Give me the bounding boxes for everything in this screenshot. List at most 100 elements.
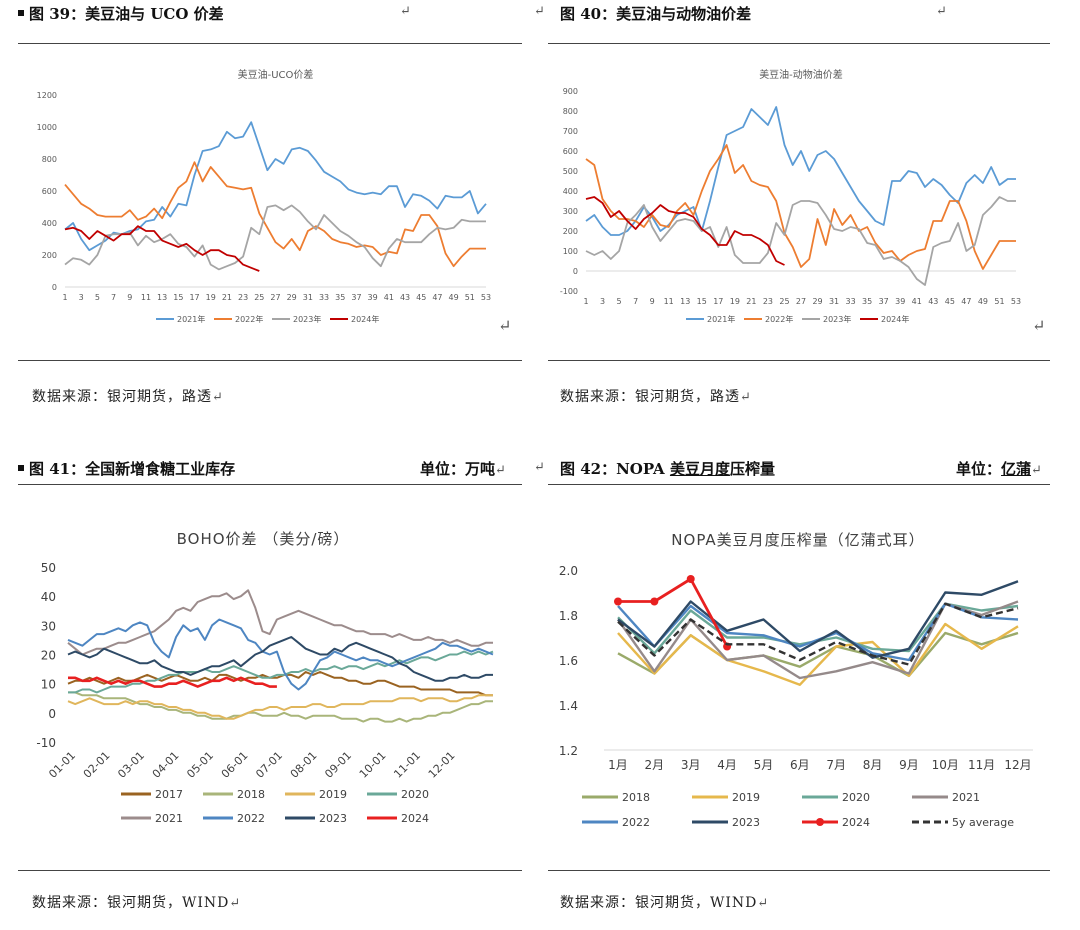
x-tick-label: 43 — [928, 297, 938, 306]
figure-41-source: 数据来源：银河期货，WIND↵ — [32, 895, 242, 911]
x-tick-label: 12月 — [1004, 758, 1031, 772]
series-line-2024年 — [64, 225, 260, 272]
legend-label: 2024年 — [881, 314, 909, 324]
legend-label: 2018 — [237, 788, 265, 801]
series-line-2017 — [67, 671, 493, 697]
x-tick-label: 5 — [617, 297, 622, 306]
x-tick-label: 06-01 — [219, 749, 251, 781]
x-tick-label: 37 — [351, 293, 361, 302]
x-tick-label: 35 — [862, 297, 872, 306]
figure-39-source: 数据来源：银河期货，路透↵ — [32, 389, 224, 405]
y-tick-label: 1.4 — [559, 699, 578, 713]
return-mark: ↵ — [400, 4, 411, 19]
divider — [18, 870, 522, 871]
y-tick-label: -100 — [560, 287, 578, 296]
x-tick-label: 39 — [368, 293, 378, 302]
x-tick-label: 2月 — [645, 758, 665, 772]
y-tick-label: 100 — [563, 247, 578, 256]
x-tick-label: 23 — [238, 293, 248, 302]
x-tick-label: 19 — [730, 297, 740, 306]
y-tick-label: 300 — [563, 207, 578, 216]
figure-42-unit: 单位：亿蒲↵ — [956, 460, 1042, 478]
figure-39-title: 图 39：美豆油与 UCO 价差 — [18, 3, 224, 24]
series-line-2020 — [617, 602, 1019, 655]
x-tick-label: 51 — [994, 297, 1004, 306]
x-tick-label: 27 — [270, 293, 280, 302]
y-tick-label: 800 — [563, 107, 578, 116]
legend-label: 2017 — [155, 788, 183, 801]
series-line-2023 — [617, 580, 1019, 659]
x-tick-label: 27 — [796, 297, 806, 306]
x-tick-label: 8月 — [863, 758, 883, 772]
x-tick-label: 19 — [206, 293, 216, 302]
data-point-2024 — [650, 597, 659, 606]
y-tick-label: 1.8 — [559, 609, 578, 623]
series-line-2024 — [68, 676, 277, 688]
return-mark: ↵ — [1032, 316, 1046, 335]
x-tick-label: 4月 — [717, 758, 737, 772]
x-tick-label: 49 — [978, 297, 988, 306]
x-tick-label: 6月 — [790, 758, 810, 772]
divider — [548, 870, 1050, 871]
x-tick-label: 3 — [600, 297, 605, 306]
x-tick-label: 53 — [1011, 297, 1021, 306]
figure-40-title: 图 40：美豆油与动物油价差 — [560, 5, 752, 23]
y-tick-label: 0 — [48, 707, 56, 721]
divider — [548, 484, 1050, 485]
series-line-2021年 — [585, 106, 1016, 236]
legend-label: 2021 — [155, 812, 183, 825]
divider — [548, 360, 1050, 361]
chart-title: BOHO价差 （美分/磅） — [177, 530, 350, 548]
x-tick-label: 10月 — [932, 758, 959, 772]
x-tick-label: 17 — [189, 293, 199, 302]
y-tick-label: 2.0 — [559, 564, 578, 578]
x-tick-label: 11月 — [968, 758, 995, 772]
x-tick-label: 45 — [416, 293, 426, 302]
x-tick-label: 21 — [746, 297, 756, 306]
x-tick-label: 13 — [680, 297, 690, 306]
x-tick-label: 49 — [449, 293, 459, 302]
legend-label: 2021 — [952, 791, 980, 804]
return-mark: ↵ — [498, 316, 512, 335]
legend-label: 2023 — [319, 812, 347, 825]
legend-label: 2022年 — [235, 314, 263, 324]
x-tick-label: 25 — [254, 293, 264, 302]
x-tick-label: 25 — [779, 297, 789, 306]
x-tick-label: 13 — [157, 293, 167, 302]
y-tick-label: 1200 — [37, 91, 57, 100]
x-tick-label: 47 — [432, 293, 442, 302]
x-tick-label: 03-01 — [115, 749, 147, 781]
x-tick-label: 45 — [945, 297, 955, 306]
x-tick-label: 02-01 — [81, 749, 113, 781]
x-tick-label: 1月 — [608, 758, 628, 772]
x-tick-label: 39 — [895, 297, 905, 306]
return-mark: ↵ — [936, 4, 947, 19]
return-mark: ↵ — [534, 460, 545, 475]
series-line-2022 — [67, 618, 494, 691]
legend-label: 2021年 — [177, 314, 205, 324]
legend-label: 2019 — [732, 791, 760, 804]
x-tick-label: 09-01 — [322, 749, 354, 781]
chart-42: NOPA美豆月度压榨量（亿蒲式耳） 1.2 1.4 1.6 1.8 2.0 1月 2月 3月 4月… — [559, 531, 1033, 829]
y-tick-label: 10 — [41, 678, 56, 692]
y-tick-label: 600 — [563, 147, 578, 156]
y-tick-label: 0 — [573, 267, 578, 276]
y-tick-label: 800 — [42, 155, 57, 164]
x-tick-label: 3月 — [681, 758, 701, 772]
x-tick-label: 7月 — [826, 758, 846, 772]
return-mark: ↵ — [534, 4, 545, 19]
legend-label: 2023年 — [293, 314, 321, 324]
x-tick-label: 08-01 — [288, 749, 320, 781]
x-tick-label: 11-01 — [391, 749, 423, 781]
x-tick-label: 12-01 — [426, 749, 458, 781]
series-line-2021年 — [64, 121, 487, 252]
legend-label: 2023年 — [823, 314, 851, 324]
y-tick-label: 200 — [42, 251, 57, 260]
legend-marker — [816, 818, 824, 826]
x-tick-label: 35 — [335, 293, 345, 302]
x-tick-label: 5月 — [754, 758, 774, 772]
x-tick-label: 9 — [650, 297, 655, 306]
data-point-2024 — [686, 575, 695, 583]
x-tick-label: 11 — [664, 297, 674, 306]
